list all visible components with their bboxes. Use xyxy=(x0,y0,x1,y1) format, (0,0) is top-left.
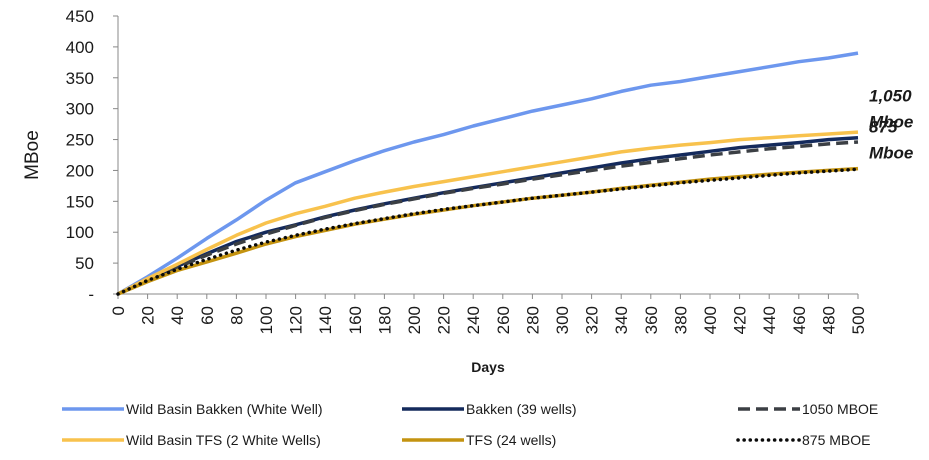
x-tick-label: 460 xyxy=(790,306,809,334)
series-lines xyxy=(116,51,860,296)
y-tick-label: 100 xyxy=(66,223,94,242)
x-tick-label: 0 xyxy=(109,306,128,315)
x-tick-label: 380 xyxy=(671,306,690,334)
y-tick-label: 350 xyxy=(66,69,94,88)
series-line-2 xyxy=(117,140,859,296)
x-tick-label: 60 xyxy=(198,306,217,325)
annotation-value-0: 1,050 xyxy=(869,87,912,106)
x-tick-label: 20 xyxy=(139,306,158,325)
y-tick-label: 150 xyxy=(66,192,94,211)
series-line-3 xyxy=(117,130,859,296)
x-tick-label: 220 xyxy=(435,306,454,334)
legend-label-2: 1050 MBOE xyxy=(802,401,878,417)
series-line-4 xyxy=(117,166,859,296)
legend-label-0: Wild Basin Bakken (White Well) xyxy=(126,401,323,417)
x-tick-label: 500 xyxy=(849,306,868,334)
y-tick-label: - xyxy=(88,285,94,304)
y-tick-label: 450 xyxy=(66,7,94,26)
legend-label-5: 875 MBOE xyxy=(802,432,870,448)
x-tick-label: 400 xyxy=(701,306,720,334)
x-tick-label: 440 xyxy=(760,306,779,334)
y-axis-label: MBoe xyxy=(22,130,43,180)
x-tick-label: 300 xyxy=(553,306,572,334)
x-tick-label: 140 xyxy=(316,306,335,334)
x-tick-label: 40 xyxy=(168,306,187,325)
y-tick-label: 200 xyxy=(66,161,94,180)
x-tick-label: 100 xyxy=(257,306,276,334)
x-axis-label: Days xyxy=(471,359,505,375)
x-tick-label: 120 xyxy=(287,306,306,334)
x-tick-label: 80 xyxy=(227,306,246,325)
y-axis-ticks: - 50 100 150 200 250 300 350 400 450 xyxy=(66,7,118,304)
x-tick-label: 280 xyxy=(523,306,542,334)
x-axis-ticks: 0 20 40 60 80 100 120 140 160 180 200 220 240 260 280 3… xyxy=(109,294,868,334)
annotation-unit-0: Mboe xyxy=(869,113,913,132)
y-tick-label: 50 xyxy=(75,254,94,273)
x-tick-label: 420 xyxy=(731,306,750,334)
y-tick-label: 250 xyxy=(66,131,94,150)
series-line-1 xyxy=(117,135,859,296)
x-tick-label: 200 xyxy=(405,306,424,334)
legend-label-1: Bakken (39 wells) xyxy=(466,401,577,417)
annotation-value-1: 875 xyxy=(869,117,898,136)
x-tick-label: 240 xyxy=(464,306,483,334)
x-tick-label: 340 xyxy=(612,306,631,334)
series-line-0 xyxy=(117,51,859,296)
y-tick-label: 400 xyxy=(66,38,94,57)
x-tick-label: 160 xyxy=(346,306,365,334)
legend-label-4: TFS (24 wells) xyxy=(466,432,556,448)
legend: Wild Basin Bakken (White Well) Bakken (39… xyxy=(62,401,878,448)
annotation-unit-1: Mboe xyxy=(869,143,913,162)
y-tick-label: 300 xyxy=(66,100,94,119)
axes xyxy=(117,16,858,295)
x-tick-label: 480 xyxy=(819,306,838,334)
x-tick-label: 260 xyxy=(494,306,513,334)
x-tick-label: 360 xyxy=(642,306,661,334)
x-tick-label: 320 xyxy=(583,306,602,334)
legend-label-3: Wild Basin TFS (2 White Wells) xyxy=(126,432,321,448)
x-tick-label: 180 xyxy=(375,306,394,334)
